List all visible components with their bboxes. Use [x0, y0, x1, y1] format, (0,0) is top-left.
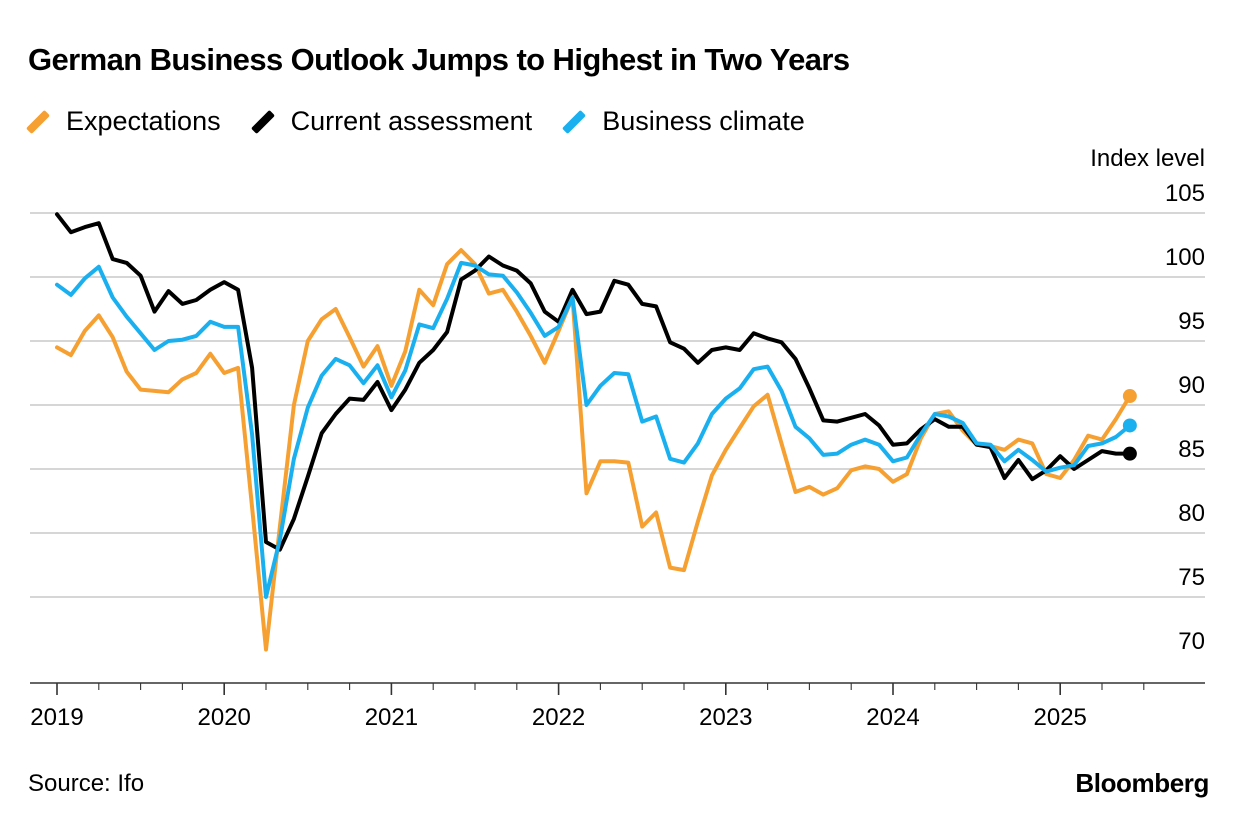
x-tick-label-2019: 2019	[30, 704, 83, 731]
series-endpoint-business-climate	[1122, 418, 1137, 433]
series-line-current-assessment	[55, 212, 1132, 552]
series-line-expectations	[55, 248, 1132, 652]
x-tick-label-2021: 2021	[365, 704, 418, 731]
x-axis: 2019 2020 2021 2022 2023 2024 2025	[30, 682, 1205, 731]
bloomberg-logo: Bloomberg	[1075, 768, 1209, 798]
legend-item-current-assessment: Current assessment	[250, 106, 533, 137]
series-lines	[55, 212, 1137, 652]
y-tick-label-105: 105	[1165, 180, 1205, 207]
series-line-business-climate	[55, 260, 1132, 599]
legend-item-business-climate: Business climate	[562, 106, 805, 137]
y-tick-label-95: 95	[1178, 308, 1205, 335]
legend-item-expectations: Expectations	[25, 106, 221, 137]
y-tick-label-100: 100	[1165, 244, 1205, 271]
y-tick-label-70: 70	[1178, 628, 1205, 655]
chart-title: German Business Outlook Jumps to Highest…	[28, 42, 850, 77]
x-tick-label-2024: 2024	[866, 704, 919, 731]
gridlines	[30, 212, 1205, 598]
legend: Expectations Current assessment Business…	[25, 106, 837, 137]
x-tick-label-2025: 2025	[1034, 704, 1087, 731]
series-endpoint-current-assessment	[1122, 446, 1137, 461]
y-tick-label-75: 75	[1178, 564, 1205, 591]
x-tick-label-2020: 2020	[198, 704, 251, 731]
y-axis-label: Index level	[1090, 145, 1205, 172]
y-tick-label-90: 90	[1178, 372, 1205, 399]
x-tick-label-2022: 2022	[532, 704, 585, 731]
legend-label-business-climate: Business climate	[602, 106, 805, 136]
legend-label-current-assessment: Current assessment	[290, 106, 533, 136]
y-axis: 70 75 80 85 90 95 100 105	[1165, 180, 1205, 655]
y-tick-label-85: 85	[1178, 436, 1205, 463]
legend-label-expectations: Expectations	[66, 106, 221, 136]
series-endpoint-expectations	[1122, 389, 1137, 404]
x-tick-label-2023: 2023	[699, 704, 752, 731]
y-tick-label-80: 80	[1178, 500, 1205, 527]
source-note: Source: Ifo	[28, 770, 145, 797]
